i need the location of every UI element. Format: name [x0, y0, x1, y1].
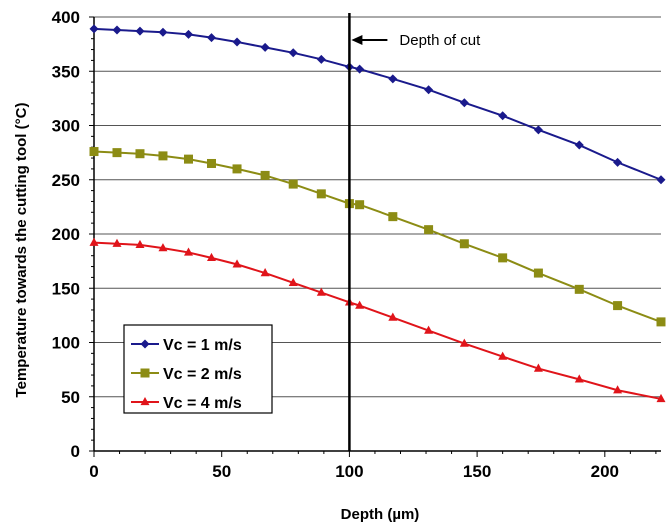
data-point	[260, 170, 270, 180]
y-tick-label-350: 350	[52, 62, 80, 81]
series-line-2	[93, 150, 662, 323]
data-point	[288, 277, 298, 286]
data-point	[656, 393, 666, 403]
data-point	[112, 238, 122, 247]
legend-marker-2	[140, 368, 150, 378]
data-point	[135, 149, 145, 159]
y-tick-label-100: 100	[52, 334, 80, 353]
data-point	[656, 317, 666, 327]
data-point	[355, 200, 365, 210]
data-point	[388, 312, 398, 321]
series-line-3	[93, 241, 662, 400]
data-point	[533, 268, 543, 278]
y-tick-label-300: 300	[52, 117, 80, 136]
data-point	[112, 148, 122, 158]
data-point	[135, 26, 145, 36]
data-point	[206, 252, 216, 262]
y-tick-label-50: 50	[61, 388, 80, 407]
data-point	[89, 147, 99, 157]
y-tick-label-200: 200	[52, 225, 80, 244]
data-point	[424, 225, 434, 235]
data-point	[184, 29, 193, 39]
data-point	[355, 300, 365, 309]
series-3	[89, 237, 666, 403]
y-axis-label: Temperature towards the cutting tool (°C…	[13, 103, 30, 398]
data-point	[206, 33, 216, 43]
data-point	[613, 157, 623, 167]
legend-label-3: Vc = 4 m/s	[163, 395, 242, 412]
depth-of-cut-arrowhead	[351, 35, 363, 45]
data-point	[158, 243, 168, 252]
x-tick-label-150: 150	[463, 462, 491, 481]
data-point	[316, 189, 326, 199]
data-point	[459, 98, 469, 108]
data-point	[158, 151, 168, 161]
series-group	[89, 24, 666, 403]
data-point	[232, 37, 242, 47]
data-point	[574, 140, 584, 150]
x-tick-label-200: 200	[591, 462, 619, 481]
data-point	[388, 212, 398, 222]
data-point	[498, 111, 508, 121]
data-point	[355, 64, 365, 74]
x-tick-label-100: 100	[335, 462, 363, 481]
data-point	[656, 175, 666, 185]
data-point	[206, 158, 216, 168]
data-point	[613, 301, 623, 311]
series-line-1	[93, 27, 662, 181]
x-axis-label: Depth (µm)	[341, 506, 420, 523]
data-point	[498, 351, 508, 360]
depth-of-cut-annotation: Depth of cut	[348, 13, 481, 451]
y-tick-label-0: 0	[71, 442, 80, 461]
data-point	[112, 25, 122, 35]
data-point	[316, 287, 326, 296]
legend: Vc = 1 m/s Vc = 2 m/s Vc = 4 m/s	[123, 324, 273, 414]
data-point	[316, 54, 326, 64]
data-point	[232, 259, 242, 268]
series-1	[89, 24, 666, 185]
data-point	[533, 125, 543, 135]
data-point	[158, 27, 168, 37]
x-tick-label-0: 0	[89, 462, 98, 481]
data-point	[574, 284, 584, 294]
y-tick-label-400: 400	[52, 8, 80, 27]
y-tick-label-150: 150	[52, 279, 80, 298]
data-point	[574, 374, 584, 383]
data-point	[459, 338, 469, 347]
x-tick-label-50: 50	[212, 462, 231, 481]
data-point	[459, 239, 469, 249]
x-tick-labels: 0 50 100 150 200	[89, 462, 619, 481]
data-point	[288, 179, 298, 189]
depth-of-cut-label: Depth of cut	[399, 32, 481, 49]
data-point	[135, 239, 145, 248]
y-tick-label-250: 250	[52, 171, 80, 190]
y-tick-labels: 0 50 100 150 200 250 300 350 400	[52, 8, 80, 461]
data-point	[288, 48, 298, 58]
data-point	[424, 325, 434, 334]
legend-label-2: Vc = 2 m/s	[163, 366, 242, 383]
data-point	[89, 237, 99, 246]
data-point	[260, 42, 270, 52]
legend-marker-1	[140, 339, 150, 349]
legend-box	[123, 324, 273, 414]
data-point	[388, 74, 398, 84]
legend-marker-3	[140, 397, 150, 406]
data-point	[424, 85, 434, 95]
data-point	[498, 253, 508, 263]
data-point	[533, 363, 543, 372]
legend-label-1: Vc = 1 m/s	[163, 337, 242, 354]
data-point	[184, 154, 193, 164]
data-point	[184, 247, 193, 256]
data-point	[260, 268, 270, 277]
data-point	[89, 24, 99, 34]
data-point	[232, 164, 242, 174]
series-2	[89, 147, 666, 327]
data-point	[613, 385, 623, 394]
